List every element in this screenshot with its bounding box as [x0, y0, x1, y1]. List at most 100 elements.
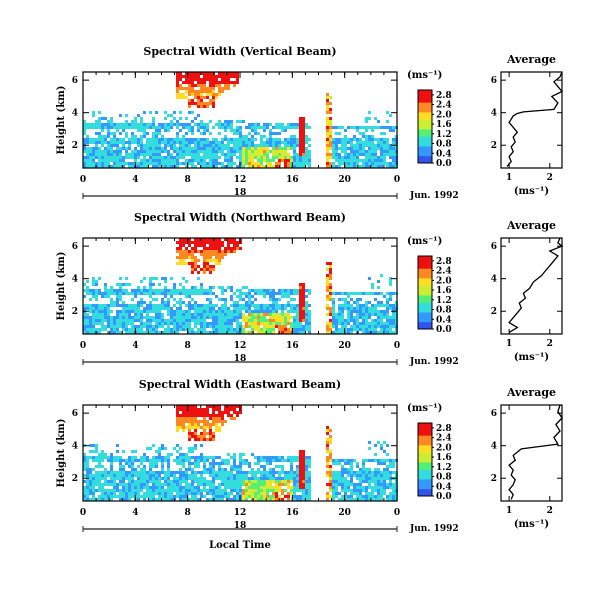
heatmap-cell [230, 126, 233, 129]
heatmap-cell [329, 147, 332, 150]
heatmap-cell [386, 307, 389, 310]
heatmap-cell [233, 292, 236, 295]
heatmap-cell [101, 474, 104, 477]
heatmap-cell [155, 141, 158, 144]
heatmap-cell [206, 250, 209, 253]
heatmap-cell [155, 292, 158, 295]
heatmap-cell [257, 486, 260, 489]
heatmap-cell [200, 150, 203, 153]
heatmap-cell [119, 313, 122, 316]
heatmap-cell [194, 78, 197, 81]
heatmap-cell [95, 162, 98, 165]
heatmap-cell [119, 489, 122, 492]
heatmap-cell [131, 162, 134, 165]
colorbar-tick-label: 2.8 [436, 257, 452, 267]
heatmap-cell [260, 159, 263, 162]
heatmap-cell [332, 126, 335, 129]
heatmap-cell [230, 165, 233, 168]
heatmap-cell [377, 316, 380, 319]
heatmap-cell [221, 307, 224, 310]
heatmap-cell [155, 277, 158, 280]
heatmap-cell [254, 150, 257, 153]
heatmap-cell [221, 474, 224, 477]
heatmap-cell [230, 153, 233, 156]
heatmap-cell [191, 420, 194, 423]
heatmap-cell [224, 87, 227, 90]
average-y-tick-label: 2 [491, 141, 497, 151]
heatmap-cell [158, 156, 161, 159]
heatmap-cell [224, 316, 227, 319]
heatmap-cell [272, 331, 275, 334]
heatmap-cell [194, 322, 197, 325]
heatmap-cell [179, 495, 182, 498]
heatmap-cell [245, 141, 248, 144]
heatmap-cell [89, 153, 92, 156]
heatmap-cell [221, 471, 224, 474]
heatmap-cell [179, 87, 182, 90]
heatmap-cell [167, 477, 170, 480]
heatmap-cell [365, 322, 368, 325]
heatmap-cell [257, 495, 260, 498]
heatmap-cell [302, 471, 305, 474]
heatmap-cell [140, 150, 143, 153]
heatmap-cell [377, 138, 380, 141]
heatmap-cell [95, 328, 98, 331]
heatmap-cell [98, 495, 101, 498]
heatmap-cell [164, 319, 167, 322]
heatmap-cell [128, 322, 131, 325]
heatmap-cell [341, 126, 344, 129]
heatmap-cell [362, 498, 365, 501]
heatmap-cell [266, 495, 269, 498]
heatmap-cell [200, 81, 203, 84]
heatmap-cell [203, 304, 206, 307]
heatmap-cell [92, 307, 95, 310]
heatmap-cell [212, 75, 215, 78]
heatmap-cell [179, 238, 182, 241]
heatmap-cell [353, 489, 356, 492]
heatmap-cell [194, 138, 197, 141]
heatmap-cell [392, 126, 395, 129]
heatmap-cell [383, 322, 386, 325]
heatmap-cell [203, 262, 206, 265]
heatmap-cell [239, 465, 242, 468]
heatmap-cell [200, 316, 203, 319]
heatmap-cell [134, 141, 137, 144]
heatmap-cell [83, 307, 86, 310]
heatmap-cell [266, 328, 269, 331]
heatmap-cell [179, 453, 182, 456]
heatmap-cell [203, 165, 206, 168]
heatmap-cell [185, 78, 188, 81]
heatmap-cell [212, 465, 215, 468]
heatmap-cell [95, 444, 98, 447]
heatmap-cell [347, 480, 350, 483]
heatmap-cell [245, 474, 248, 477]
heatmap-cell [107, 474, 110, 477]
heatmap-cell [284, 322, 287, 325]
heatmap-cell [209, 268, 212, 271]
heatmap-cell [269, 310, 272, 313]
heatmap-cell [392, 486, 395, 489]
heatmap-cell [92, 316, 95, 319]
heatmap-cell [230, 471, 233, 474]
heatmap-cell [161, 304, 164, 307]
heatmap-cell [350, 310, 353, 313]
heatmap-cell [170, 147, 173, 150]
heatmap-cell [152, 474, 155, 477]
heatmap-cell [164, 292, 167, 295]
heatmap-cell [350, 325, 353, 328]
heatmap-cell [206, 423, 209, 426]
heatmap-cell [371, 165, 374, 168]
heatmap-cell [332, 331, 335, 334]
heatmap-cell [188, 241, 191, 244]
heatmap-cell [278, 307, 281, 310]
heatmap-cell [140, 331, 143, 334]
heatmap-cell [302, 313, 305, 316]
heatmap-cell [116, 147, 119, 150]
heatmap-cell [386, 331, 389, 334]
heatmap-cell [191, 159, 194, 162]
heatmap-cell [116, 138, 119, 141]
heatmap-cell [206, 331, 209, 334]
heatmap-cell [206, 468, 209, 471]
heatmap-cell [155, 325, 158, 328]
heatmap-cell [392, 498, 395, 501]
